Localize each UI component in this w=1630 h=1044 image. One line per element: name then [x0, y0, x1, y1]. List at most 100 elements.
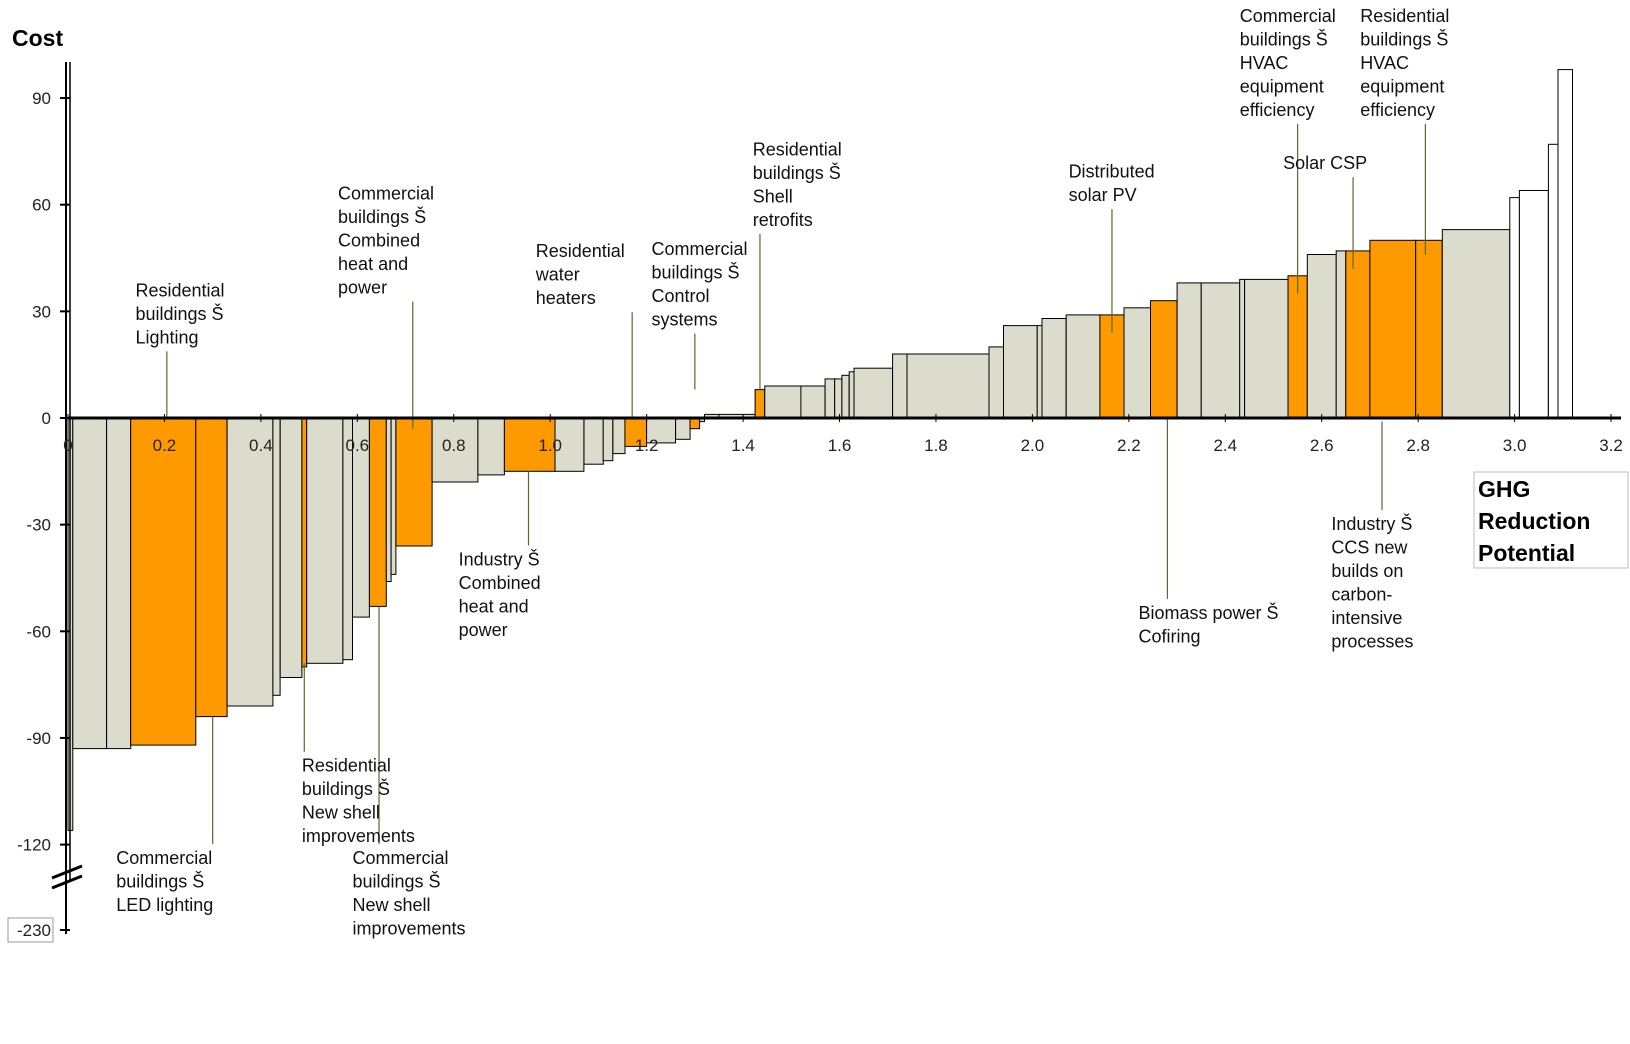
- bar-other: [602, 417, 614, 462]
- bar-other: [1041, 318, 1067, 419]
- annotation-labels-layer: Residential buildings Š LightingCommercial…: [116, 6, 1449, 939]
- annotation-line: buildings Š: [136, 303, 224, 324]
- y-tick-label: 30: [32, 302, 51, 321]
- annotation-line: carbon-: [1331, 585, 1392, 605]
- annotation-line: LED lighting: [116, 895, 213, 915]
- x-tick-label: 1.4: [731, 436, 755, 455]
- annotation-line: builds on: [1331, 561, 1403, 581]
- annotation-line: heaters: [536, 288, 596, 308]
- annotation-label: Industry Š CCS new builds on carbon-intensi…: [1331, 513, 1413, 652]
- annotation-line: power: [459, 620, 508, 640]
- bar-other: [1123, 307, 1151, 419]
- bar-other: [477, 417, 505, 476]
- bar-other: [675, 417, 691, 440]
- bar-other: [1200, 282, 1241, 419]
- x-tick-label: 1.0: [538, 436, 562, 455]
- bar-highlight: [503, 417, 556, 472]
- bar-other: [1335, 250, 1347, 419]
- annotation-line: efficiency: [1240, 100, 1315, 120]
- x-tick-label: 0.8: [442, 436, 466, 455]
- bar-other: [1176, 282, 1202, 419]
- bar-highlight: [1369, 239, 1417, 419]
- axis-break-mark: [51, 864, 83, 880]
- annotation-line: buildings Š: [352, 871, 440, 892]
- x-tick-label: 2.2: [1117, 436, 1141, 455]
- bar-other: [385, 417, 392, 582]
- bar-high_cost: [1547, 143, 1559, 419]
- bar-highlight: [130, 417, 197, 746]
- annotation-line: Industry Š: [459, 549, 540, 570]
- annotation-line: intensive: [1331, 608, 1402, 628]
- bar-other: [848, 371, 855, 419]
- x-tick-label: 1.8: [924, 436, 948, 455]
- annotation-line: Biomass power Š: [1138, 602, 1278, 623]
- annotation-line: equipment: [1360, 76, 1444, 96]
- y-tick-label: -90: [26, 729, 51, 748]
- bar-other: [72, 417, 108, 750]
- bar-highlight: [1345, 250, 1371, 419]
- annotation-line: Residential: [136, 280, 225, 300]
- axes-layer: 0 0.2 0.4 0.6 0.8 1.0 1.2 1.4 1.6 1.8 2.0 2.2 2.4 2.6…: [7, 62, 1623, 943]
- annotation-line: retrofits: [753, 210, 813, 230]
- bar-highlight: [1150, 300, 1178, 419]
- y-tick-label: 60: [32, 196, 51, 215]
- annotation-line: Commercial: [338, 184, 434, 204]
- annotation-line: Industry Š: [1331, 513, 1412, 534]
- x-axis-title-box: GHG Reduction Potential: [1473, 471, 1629, 569]
- annotation-label: Biomass power Š Cofiring: [1138, 602, 1278, 647]
- bar-other: [1239, 278, 1245, 419]
- bar-other: [1441, 229, 1511, 419]
- annotation-line: efficiency: [1360, 100, 1435, 120]
- annotation-line: buildings Š: [1360, 28, 1448, 49]
- bar-other: [841, 374, 850, 419]
- bar-high_cost: [1518, 190, 1549, 419]
- x-tick-label: 0: [63, 436, 72, 455]
- x-axis-title-line: GHG: [1478, 476, 1530, 502]
- bar-other: [279, 417, 303, 678]
- annotation-line: buildings Š: [651, 262, 739, 283]
- x-tick-label: 3.2: [1599, 436, 1623, 455]
- bar-other: [1036, 325, 1043, 419]
- annotation-line: Commercial: [1240, 6, 1336, 26]
- annotation-line: Shell: [753, 187, 793, 207]
- x-tick-label: 0.6: [345, 436, 369, 455]
- annotation-line: Combined: [459, 573, 541, 593]
- bar-other: [1306, 254, 1337, 419]
- annotation-line: Solar CSP: [1283, 153, 1367, 173]
- bar-other: [834, 378, 843, 419]
- y-tick-label: 0: [42, 409, 51, 428]
- annotation-line: power: [338, 278, 387, 298]
- annotation-line: Commercial: [651, 239, 747, 259]
- x-tick-label: 1.2: [635, 436, 659, 455]
- x-tick-label: 3.0: [1503, 436, 1527, 455]
- annotation-label: Commercial buildings Š Combined heat and pow…: [338, 184, 434, 298]
- annotation-line: HVAC: [1360, 53, 1409, 73]
- bar-other: [1065, 314, 1101, 419]
- annotation-line: Combined: [338, 231, 420, 251]
- annotation-label: Solar CSP: [1283, 153, 1367, 173]
- bar-other: [853, 367, 894, 419]
- x-tick-label: 0.2: [153, 436, 177, 455]
- annotation-line: Residential: [1360, 6, 1449, 26]
- bar-other: [1244, 278, 1289, 419]
- bar-other: [106, 417, 132, 750]
- y-tick-label: -120: [17, 836, 51, 855]
- x-tick-label: 2.0: [1021, 436, 1045, 455]
- annotation-label: Distributed solar PV: [1069, 162, 1155, 206]
- y-tick-label: -230: [17, 921, 51, 940]
- bar-highlight: [301, 417, 308, 668]
- bar-other: [390, 417, 397, 575]
- bar-other: [583, 417, 604, 465]
- bar-highlight: [195, 417, 228, 718]
- bar-other: [800, 385, 826, 419]
- annotation-line: heat and: [459, 597, 529, 617]
- annotation-line: water: [535, 265, 580, 285]
- annotation-line: Commercial: [352, 848, 448, 868]
- y-axis-title: Cost: [12, 25, 63, 51]
- y-tick-label: -60: [26, 622, 51, 641]
- y-break-label-box: [7, 917, 54, 943]
- annotation-line: Cofiring: [1138, 626, 1200, 646]
- x-tick-label: 2.4: [1213, 436, 1237, 455]
- annotation-line: heat and: [338, 254, 408, 274]
- annotation-line: CCS new: [1331, 538, 1408, 558]
